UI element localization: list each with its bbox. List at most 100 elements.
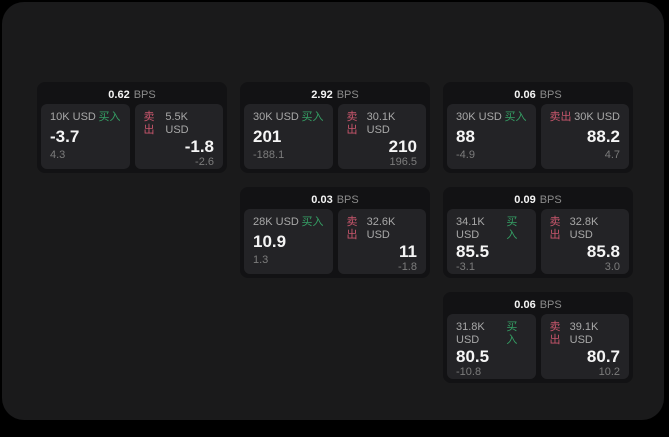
- buy-price: 10.9: [253, 232, 287, 251]
- buy-delta: 4.3: [50, 149, 66, 161]
- spread-unit: BPS: [539, 89, 562, 101]
- buy-notional: 28K USD: [253, 216, 299, 228]
- sell-side-label: 卖出: [549, 321, 561, 346]
- spread-value: 0.06: [514, 89, 536, 101]
- quote-card: 0.06 BPS 30K USD 买入 88 -4.9 卖出 30K USD: [443, 82, 633, 173]
- sell-delta: 4.7: [604, 149, 620, 161]
- spread-unit: BPS: [539, 299, 562, 311]
- sell-tile[interactable]: 卖出 32.8K USD 85.8 3.0: [540, 209, 629, 274]
- quote-card: 0.62 BPS 10K USD 买入 -3.7 4.3 卖出 5.5K USD: [37, 82, 227, 173]
- buy-delta: -3.1: [456, 261, 475, 273]
- sell-notional: 30.1K USD: [366, 111, 396, 136]
- buy-notional: 30K USD: [456, 111, 502, 123]
- quote-tiles: 31.8K USD 买入 80.5 -10.8 卖出 39.1K USD 80.…: [447, 314, 629, 379]
- sell-price: 80.7: [586, 347, 620, 366]
- sell-tile[interactable]: 卖出 5.5K USD -1.8 -2.6: [134, 104, 223, 169]
- sell-notional: 32.6K USD: [366, 216, 396, 241]
- buy-tile-top: 30K USD 买入: [253, 111, 324, 124]
- sell-notional: 32.8K USD: [569, 216, 599, 241]
- spread-header: 0.62 BPS: [41, 86, 223, 104]
- buy-delta: -10.8: [456, 366, 482, 378]
- quote-card: 0.06 BPS 31.8K USD 买入 80.5 -10.8 卖出 39.1…: [443, 292, 633, 383]
- buy-delta: -4.9: [456, 149, 475, 161]
- sell-side-label: 卖出: [346, 111, 358, 136]
- buy-notional: 31.8K USD: [456, 321, 485, 346]
- sell-price: -1.8: [184, 137, 214, 156]
- sell-price: 210: [388, 137, 417, 156]
- sell-delta: -1.8: [398, 261, 417, 273]
- spread-header: 0.06 BPS: [447, 86, 629, 104]
- sell-price: 85.8: [586, 242, 620, 261]
- spread-value: 0.09: [514, 194, 536, 206]
- spread-value: 0.62: [108, 89, 130, 101]
- spread-unit: BPS: [539, 194, 562, 206]
- buy-side-label: 买入: [506, 321, 518, 346]
- quotes-panel: 0.62 BPS 10K USD 买入 -3.7 4.3 卖出 5.5K USD: [2, 2, 664, 420]
- spread-unit: BPS: [336, 194, 359, 206]
- buy-tile[interactable]: 34.1K USD 买入 85.5 -3.1: [447, 209, 536, 274]
- buy-price: 85.5: [456, 242, 490, 261]
- buy-notional: 34.1K USD: [456, 216, 485, 241]
- sell-notional: 30K USD: [574, 111, 620, 123]
- sell-tile[interactable]: 卖出 30K USD 88.2 4.7: [540, 104, 629, 169]
- sell-tile[interactable]: 卖出 32.6K USD 11 -1.8: [337, 209, 426, 274]
- buy-delta: 1.3: [253, 254, 269, 266]
- buy-tile-top: 34.1K USD 买入: [456, 216, 527, 242]
- spread-header: 0.03 BPS: [244, 191, 426, 209]
- buy-price: 201: [253, 127, 282, 146]
- sell-tile-top: 卖出 30K USD: [550, 111, 621, 124]
- sell-tile[interactable]: 卖出 30.1K USD 210 196.5: [337, 104, 426, 169]
- spread-value: 2.92: [311, 89, 333, 101]
- quote-tiles: 34.1K USD 买入 85.5 -3.1 卖出 32.8K USD 85.8…: [447, 209, 629, 274]
- buy-tile[interactable]: 31.8K USD 买入 80.5 -10.8: [447, 314, 536, 379]
- buy-side-label: 买入: [506, 216, 518, 241]
- buy-tile[interactable]: 28K USD 买入 10.9 1.3: [244, 209, 333, 274]
- buy-price: 80.5: [456, 347, 490, 366]
- sell-delta: -2.6: [195, 156, 214, 168]
- sell-notional: 39.1K USD: [569, 321, 599, 346]
- buy-notional: 30K USD: [253, 111, 299, 123]
- sell-tile-top: 卖出 5.5K USD: [144, 111, 215, 137]
- sell-tile[interactable]: 卖出 39.1K USD 80.7 10.2: [540, 314, 629, 379]
- spread-unit: BPS: [336, 89, 359, 101]
- sell-notional: 5.5K USD: [165, 111, 189, 136]
- buy-tile[interactable]: 30K USD 买入 88 -4.9: [447, 104, 536, 169]
- quote-tiles: 30K USD 买入 201 -188.1 卖出 30.1K USD 210 1…: [244, 104, 426, 169]
- quote-card: 2.92 BPS 30K USD 买入 201 -188.1 卖出 30.1K …: [240, 82, 430, 173]
- buy-tile[interactable]: 10K USD 买入 -3.7 4.3: [41, 104, 130, 169]
- buy-tile-top: 30K USD 买入: [456, 111, 527, 124]
- buy-tile[interactable]: 30K USD 买入 201 -188.1: [244, 104, 333, 169]
- buy-side-label: 买入: [504, 111, 527, 123]
- sell-tile-top: 卖出 32.8K USD: [550, 216, 621, 242]
- spread-value: 0.06: [514, 299, 536, 311]
- sell-tile-top: 卖出 30.1K USD: [347, 111, 418, 137]
- buy-notional: 10K USD: [50, 111, 96, 123]
- quote-tiles: 30K USD 买入 88 -4.9 卖出 30K USD 88.2 4.7: [447, 104, 629, 169]
- sell-delta: 196.5: [389, 156, 417, 168]
- buy-tile-top: 10K USD 买入: [50, 111, 121, 124]
- spread-header: 2.92 BPS: [244, 86, 426, 104]
- buy-side-label: 买入: [98, 111, 121, 123]
- buy-price: -3.7: [50, 127, 80, 146]
- sell-side-label: 卖出: [549, 216, 561, 241]
- buy-price: 88: [456, 127, 475, 146]
- sell-side-label: 卖出: [346, 216, 358, 241]
- sell-tile-top: 卖出 32.6K USD: [347, 216, 418, 242]
- quote-card: 0.09 BPS 34.1K USD 买入 85.5 -3.1 卖出 32.8K…: [443, 187, 633, 278]
- sell-price: 88.2: [586, 127, 620, 146]
- quote-tiles: 28K USD 买入 10.9 1.3 卖出 32.6K USD 11 -1.8: [244, 209, 426, 274]
- spread-value: 0.03: [311, 194, 333, 206]
- buy-side-label: 买入: [301, 111, 324, 123]
- sell-side-label: 卖出: [549, 111, 572, 123]
- buy-tile-top: 28K USD 买入: [253, 216, 324, 229]
- spread-header: 0.09 BPS: [447, 191, 629, 209]
- buy-side-label: 买入: [301, 216, 324, 228]
- sell-side-label: 卖出: [143, 111, 155, 136]
- sell-tile-top: 卖出 39.1K USD: [550, 321, 621, 347]
- buy-delta: -188.1: [253, 149, 285, 161]
- spread-header: 0.06 BPS: [447, 296, 629, 314]
- quote-card: 0.03 BPS 28K USD 买入 10.9 1.3 卖出 32.6K US…: [240, 187, 430, 278]
- spread-unit: BPS: [133, 89, 156, 101]
- buy-tile-top: 31.8K USD 买入: [456, 321, 527, 347]
